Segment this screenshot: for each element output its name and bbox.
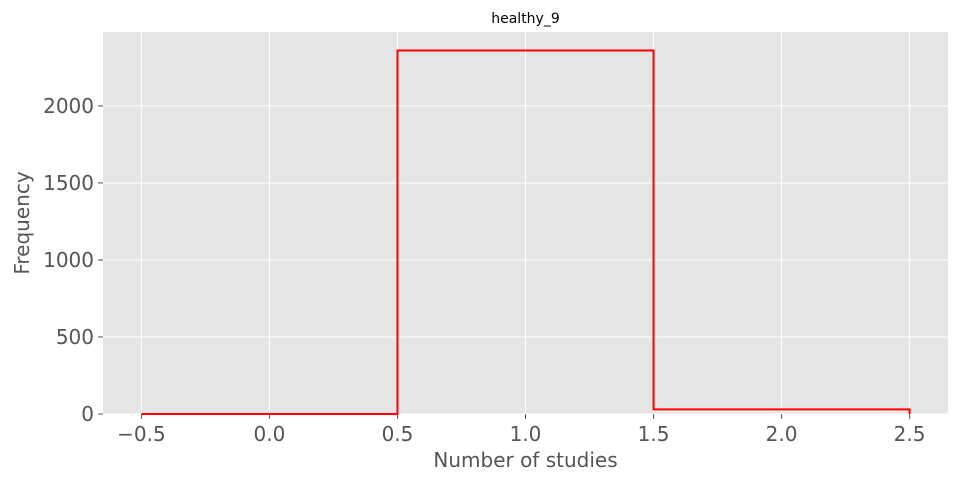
y-tick-label: 2000 (43, 94, 94, 118)
y-tick-label: 0 (81, 402, 94, 426)
x-tick-label: 1.5 (638, 422, 670, 446)
x-tick-label: 2.5 (894, 422, 926, 446)
x-tick-label: 2.0 (766, 422, 798, 446)
y-axis-label: Frequency (10, 171, 34, 274)
x-tick-label: 1.0 (510, 422, 542, 446)
x-axis-ticks: −0.5 0.0 0.5 1.0 1.5 2.0 2.5 (117, 414, 925, 446)
y-tick-label: 500 (56, 325, 94, 349)
chart-title: healthy_9 (491, 11, 560, 27)
histogram-step-line (141, 49, 911, 415)
y-tick-label: 1000 (43, 248, 94, 272)
y-tick-label: 1500 (43, 171, 94, 195)
x-axis-label: Number of studies (433, 448, 617, 472)
x-tick-label: 0.5 (382, 422, 414, 446)
x-tick-label: −0.5 (117, 422, 166, 446)
y-axis-ticks: 0 500 1000 1500 2000 (43, 94, 103, 426)
x-tick-label: 0.0 (254, 422, 286, 446)
